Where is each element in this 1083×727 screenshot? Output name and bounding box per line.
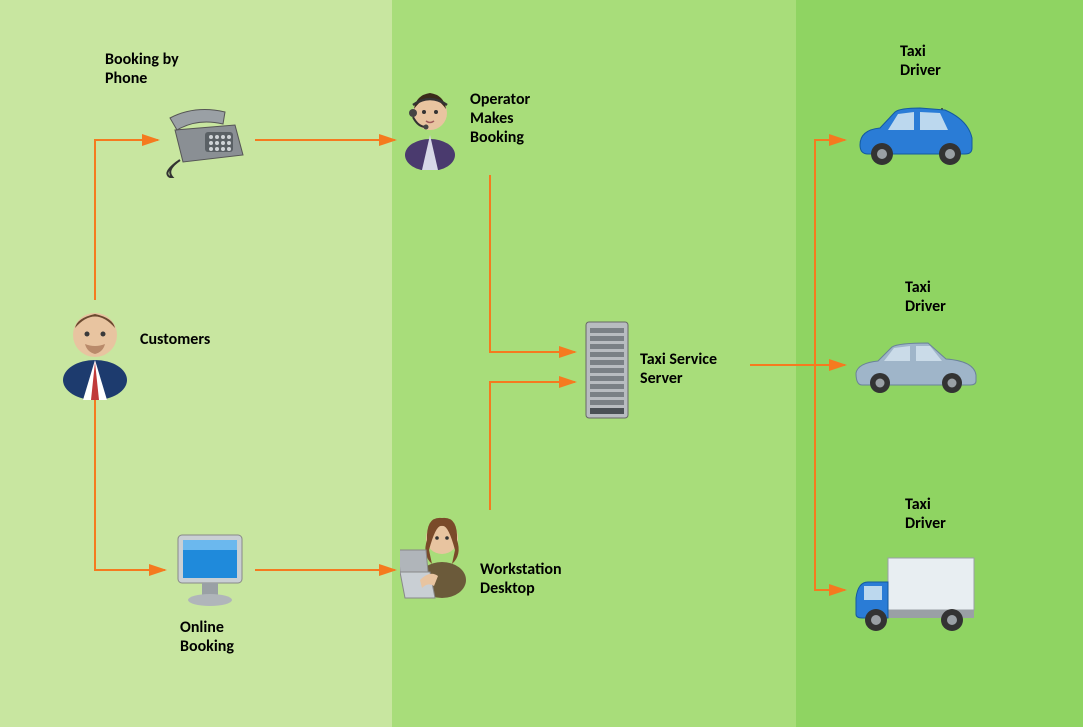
operator-icon (400, 85, 460, 170)
driver2-label: Taxi Driver (905, 278, 946, 316)
car-icon-1 (850, 100, 980, 170)
server-icon (580, 320, 635, 420)
monitor-label: Online Booking (180, 618, 234, 656)
driver1-label: Taxi Driver (900, 42, 941, 80)
customers-icon (55, 300, 135, 400)
car-icon-2 (850, 335, 980, 395)
customers-label: Customers (140, 330, 210, 349)
truck-icon (850, 550, 980, 635)
phone-icon (165, 100, 250, 178)
driver3-label: Taxi Driver (905, 495, 946, 533)
workstation-label: Workstation Desktop (480, 560, 562, 598)
monitor-icon (170, 530, 250, 610)
phone-label: Booking by Phone (105, 50, 179, 88)
operator-label: Operator Makes Booking (470, 90, 530, 148)
workstation-icon (400, 510, 475, 600)
server-label: Taxi Service Server (640, 350, 717, 388)
